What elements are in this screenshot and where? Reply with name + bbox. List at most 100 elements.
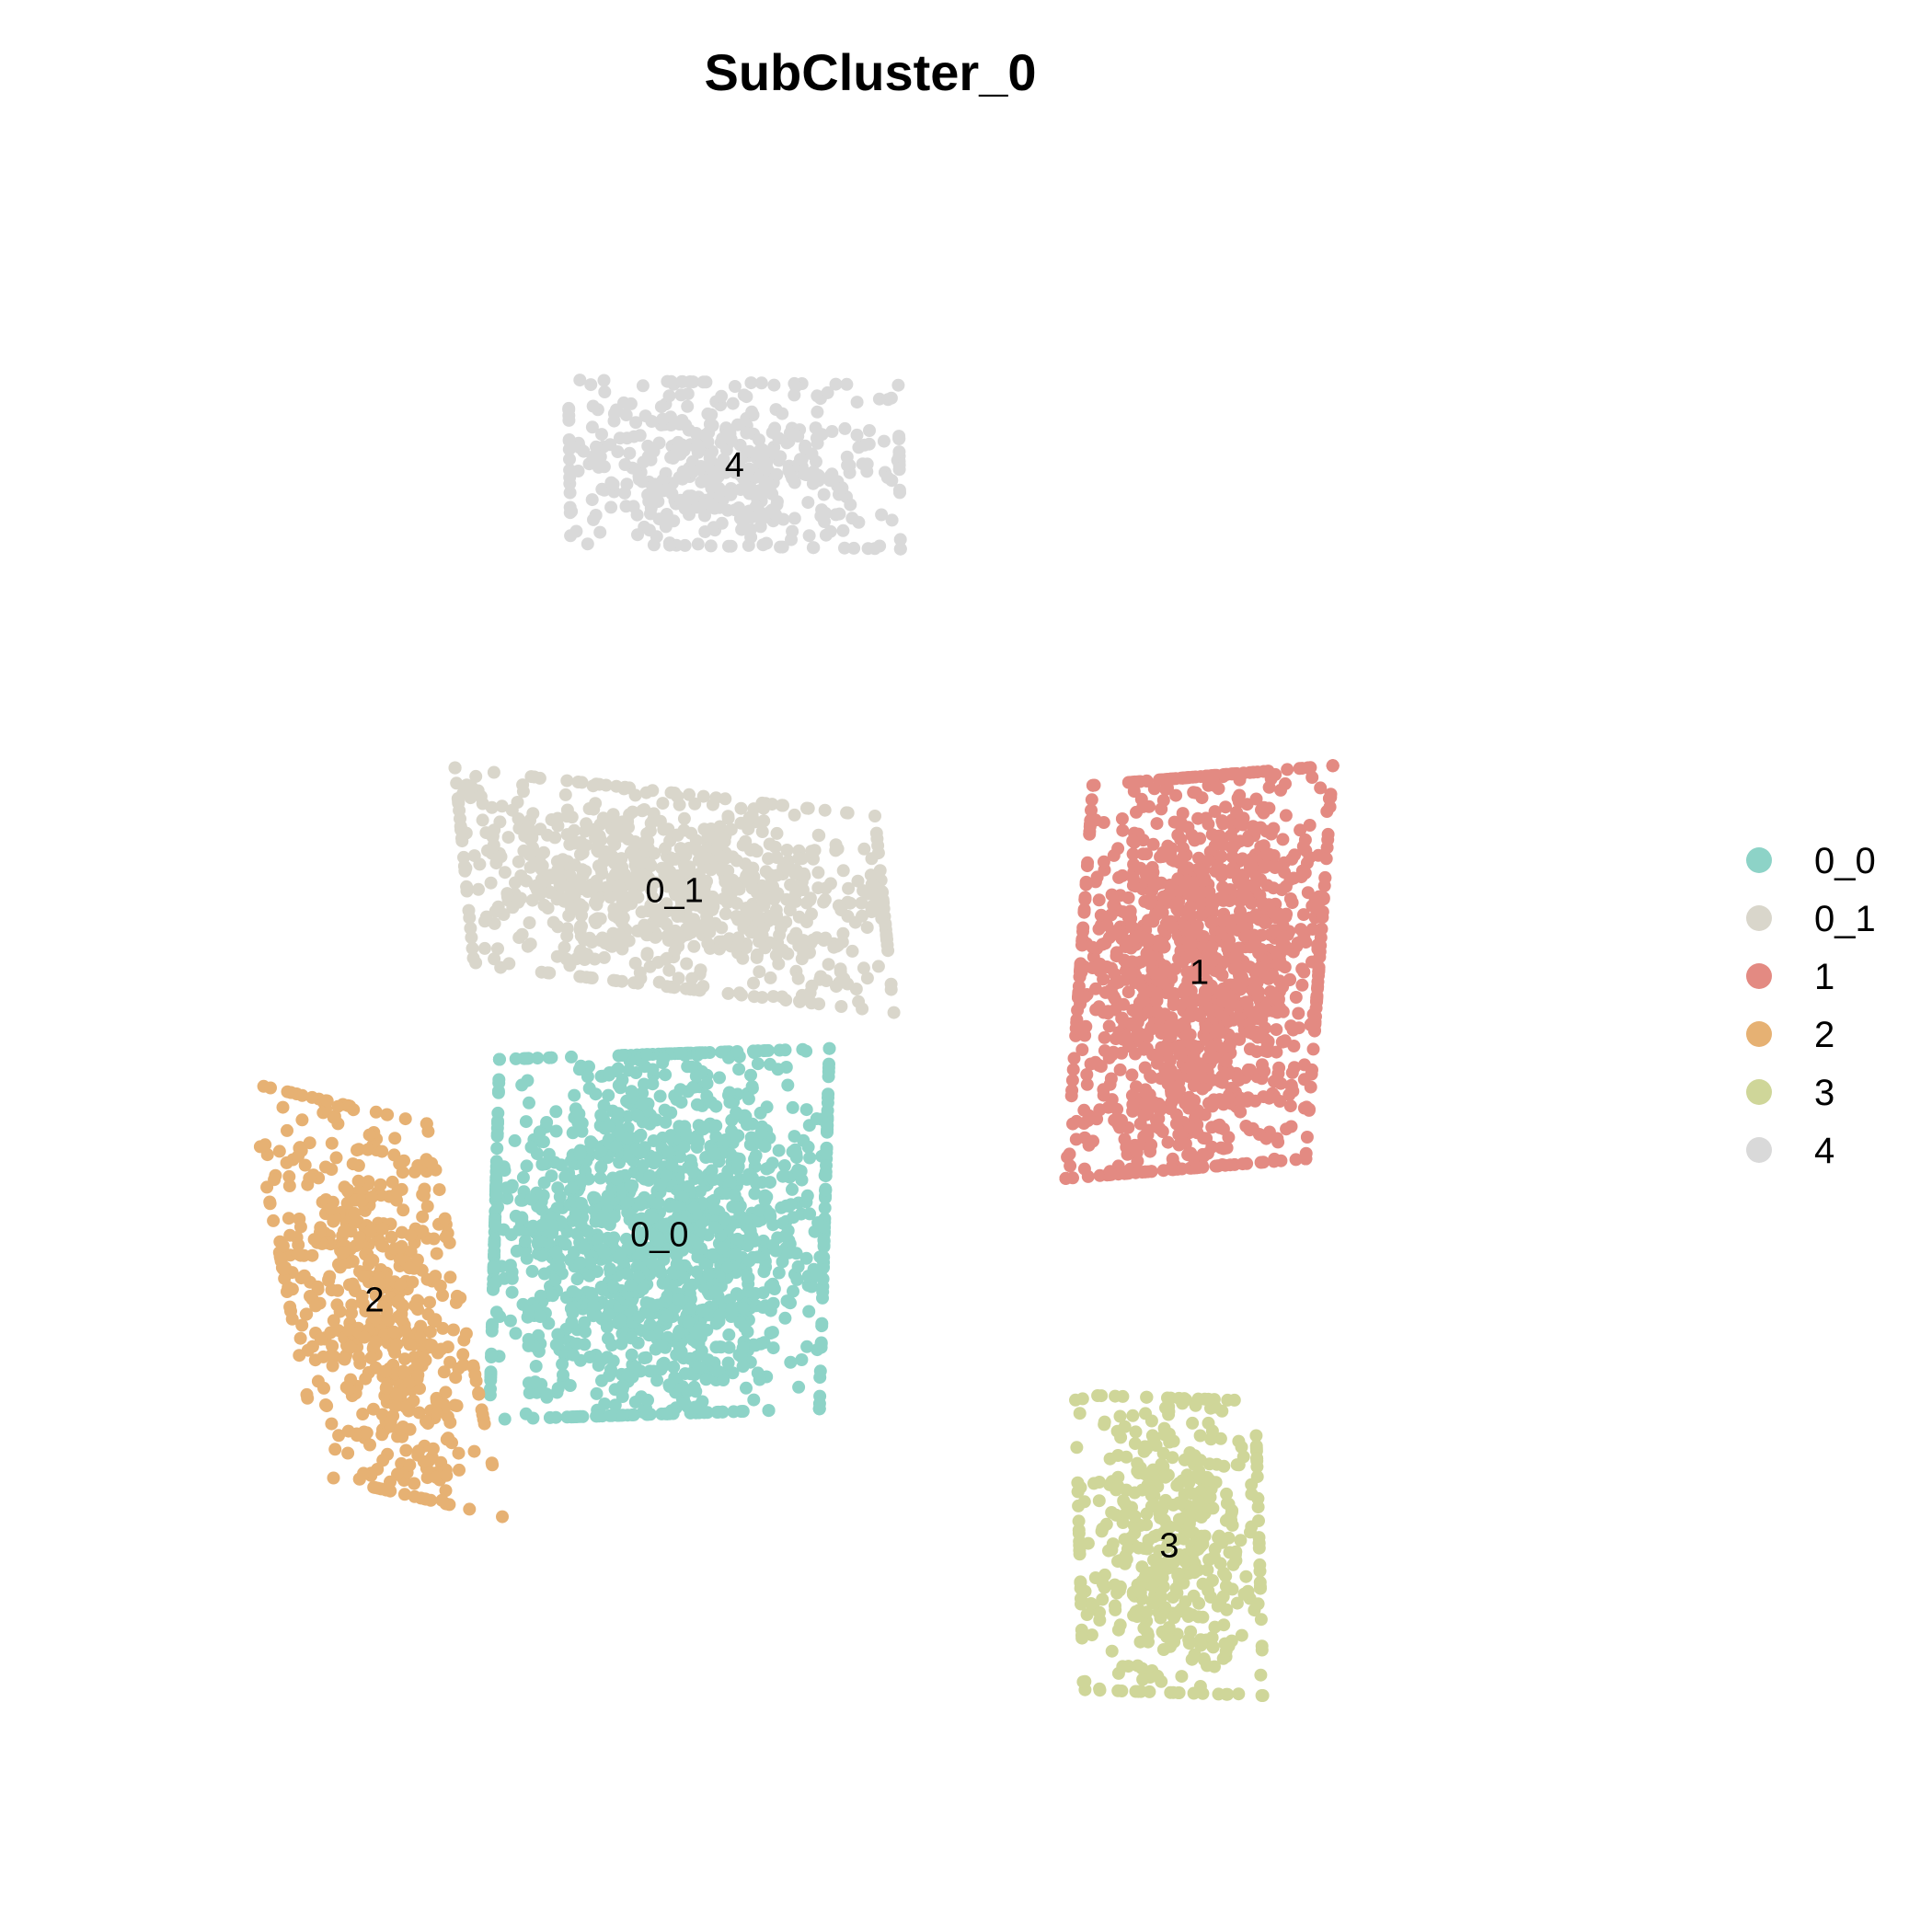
point-4 <box>674 388 688 402</box>
point-4 <box>770 467 784 481</box>
point-4 <box>595 428 608 442</box>
point-3 <box>1138 1440 1152 1454</box>
point-0_1 <box>589 879 603 892</box>
point-0_1 <box>460 880 474 893</box>
point-0_1 <box>644 816 658 830</box>
point-2 <box>375 1144 389 1158</box>
point-2 <box>439 1230 453 1244</box>
point-2 <box>384 1475 397 1489</box>
point-4 <box>852 515 866 529</box>
point-4 <box>840 450 854 464</box>
point-0_1 <box>770 851 784 865</box>
point-2 <box>375 1239 389 1253</box>
point-1 <box>1078 892 1092 906</box>
point-1 <box>1294 823 1307 837</box>
point-1 <box>1126 847 1140 861</box>
point-0_1 <box>648 846 661 860</box>
point-0_1 <box>841 806 855 820</box>
point-0_1 <box>673 798 686 811</box>
point-4 <box>847 541 861 555</box>
point-4 <box>753 520 767 534</box>
point-3 <box>1117 1495 1131 1509</box>
point-0_1 <box>793 995 807 1008</box>
point-4 <box>885 513 899 527</box>
point-2 <box>385 1230 398 1244</box>
point-3 <box>1111 1623 1125 1637</box>
point-0_0 <box>620 1267 634 1281</box>
point-0_1 <box>636 804 650 818</box>
point-0_1 <box>615 852 628 866</box>
point-3 <box>1182 1637 1196 1650</box>
point-1 <box>1108 1113 1121 1127</box>
point-2 <box>281 1123 293 1137</box>
point-0_0 <box>751 1044 765 1058</box>
point-0_1 <box>782 861 796 875</box>
point-2 <box>420 1200 434 1213</box>
point-0_1 <box>881 944 895 958</box>
point-2 <box>425 1156 439 1170</box>
point-0_0 <box>715 1045 728 1059</box>
point-4 <box>682 423 696 437</box>
point-4 <box>722 539 735 553</box>
point-1 <box>1150 1005 1164 1018</box>
point-4 <box>619 408 633 421</box>
point-1 <box>1090 870 1104 884</box>
point-1 <box>1165 917 1179 931</box>
point-0_1 <box>546 915 560 929</box>
point-0_1 <box>560 828 574 842</box>
point-3 <box>1076 1675 1090 1689</box>
point-0_0 <box>594 1109 608 1122</box>
point-4 <box>844 498 857 512</box>
point-1 <box>1181 821 1195 834</box>
point-1 <box>1161 1135 1175 1149</box>
point-2 <box>390 1338 404 1351</box>
point-0_1 <box>845 944 859 958</box>
point-1 <box>1087 778 1101 792</box>
point-4 <box>786 524 799 538</box>
point-0_1 <box>747 843 761 857</box>
point-0_1 <box>543 966 557 980</box>
point-1 <box>1304 1018 1317 1031</box>
point-0_0 <box>800 1340 814 1353</box>
point-0_0 <box>784 1355 798 1369</box>
point-3 <box>1252 1514 1265 1527</box>
point-0_0 <box>537 1176 551 1190</box>
point-0_0 <box>647 1134 661 1147</box>
point-0_1 <box>800 801 813 815</box>
point-4 <box>724 488 738 501</box>
point-0_0 <box>552 1251 566 1265</box>
point-0_1 <box>450 776 464 790</box>
point-0_0 <box>520 1159 534 1173</box>
point-0_1 <box>747 990 761 1004</box>
point-1 <box>1259 1132 1273 1145</box>
point-0_0 <box>778 1311 792 1325</box>
point-0_0 <box>815 1319 829 1333</box>
point-0_1 <box>875 885 889 899</box>
point-0_1 <box>865 905 879 919</box>
point-0_0 <box>661 1290 674 1304</box>
point-1 <box>1254 821 1268 834</box>
point-0_0 <box>536 1135 550 1149</box>
point-4 <box>811 405 824 419</box>
point-1 <box>1140 774 1154 788</box>
point-0_0 <box>790 1272 804 1286</box>
point-4 <box>563 506 577 520</box>
point-0_1 <box>579 824 592 838</box>
point-1 <box>1262 1091 1276 1105</box>
point-0_1 <box>643 857 657 871</box>
point-0_0 <box>715 1241 729 1255</box>
point-0_0 <box>674 1096 688 1110</box>
point-3 <box>1252 1531 1266 1545</box>
point-0_0 <box>822 1091 834 1105</box>
point-1 <box>1146 837 1160 851</box>
point-0_1 <box>764 971 777 984</box>
point-0_0 <box>730 1045 744 1058</box>
point-1 <box>1213 965 1226 979</box>
point-1 <box>1075 938 1088 952</box>
point-0_1 <box>646 784 660 798</box>
point-0_0 <box>519 1235 532 1248</box>
point-1 <box>1116 868 1129 882</box>
point-1 <box>1289 1153 1303 1167</box>
point-0_0 <box>730 1130 743 1144</box>
